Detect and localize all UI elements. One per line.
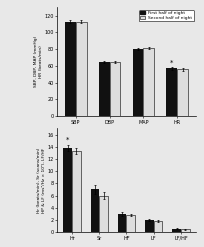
Bar <box>133 49 143 116</box>
Bar <box>91 189 99 232</box>
Bar <box>118 214 126 232</box>
Bar <box>145 220 154 232</box>
Bar <box>143 48 154 116</box>
Bar <box>181 229 190 232</box>
Bar <box>99 196 108 232</box>
Legend: First half of night, Second half of night: First half of night, Second half of nigh… <box>139 10 194 21</box>
Bar <box>76 22 86 116</box>
Bar <box>99 62 110 116</box>
Y-axis label: Hr (beats/min), Sr (scans/min)
HP & LF (ms²/Hz × 10²), LF/HF: Hr (beats/min), Sr (scans/min) HP & LF (… <box>37 148 46 213</box>
Bar <box>63 148 72 232</box>
Bar <box>72 151 81 232</box>
Bar <box>172 228 181 232</box>
Bar <box>154 221 162 232</box>
Bar <box>65 22 76 116</box>
Text: *: * <box>66 137 69 143</box>
Bar <box>166 68 177 116</box>
Bar <box>110 62 120 116</box>
Y-axis label: SBP, DBP, MAP (mmHg)
HR (beats/min): SBP, DBP, MAP (mmHg) HR (beats/min) <box>34 36 43 87</box>
Text: *: * <box>170 60 174 65</box>
Bar <box>177 69 188 116</box>
Bar <box>126 215 135 232</box>
